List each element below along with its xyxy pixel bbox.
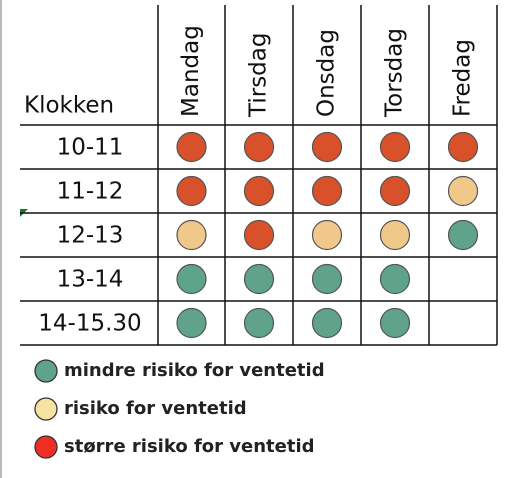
status-dot bbox=[447, 175, 479, 207]
status-dot bbox=[447, 131, 479, 163]
status-dot bbox=[243, 175, 275, 207]
legend-label: større risiko for ventetid bbox=[64, 436, 315, 457]
legend-swatch bbox=[34, 397, 58, 421]
status-dot bbox=[447, 219, 479, 251]
status-dot bbox=[176, 219, 207, 251]
status-dot bbox=[243, 263, 275, 295]
day-header: Tirsdag bbox=[246, 33, 272, 118]
status-dot bbox=[243, 307, 275, 339]
status-dot bbox=[379, 131, 411, 163]
day-header: Onsdag bbox=[314, 29, 340, 117]
time-label: 10-11 bbox=[57, 135, 124, 161]
status-dot bbox=[379, 219, 411, 251]
legend-swatch bbox=[34, 435, 58, 459]
day-header: Torsdag bbox=[382, 28, 408, 118]
status-dot bbox=[379, 175, 411, 207]
legend-swatch bbox=[34, 359, 58, 383]
day-header: Mandag bbox=[178, 25, 204, 117]
status-dot bbox=[243, 131, 275, 163]
time-label: 14-15.30 bbox=[38, 311, 141, 337]
corner-label: Klokken bbox=[24, 93, 114, 119]
day-header: Fredag bbox=[450, 39, 476, 117]
legend-label: risiko for ventetid bbox=[64, 398, 247, 419]
status-dot bbox=[311, 175, 343, 207]
status-dot bbox=[176, 175, 207, 207]
status-dot bbox=[176, 307, 207, 339]
time-label: 13-14 bbox=[57, 267, 124, 293]
legend-label: mindre risiko for ventetid bbox=[64, 360, 325, 381]
status-dot bbox=[311, 131, 343, 163]
status-dot bbox=[379, 263, 411, 295]
status-dot bbox=[176, 131, 207, 163]
status-dot bbox=[311, 263, 343, 295]
status-dot bbox=[311, 307, 343, 339]
time-label: 11-12 bbox=[57, 179, 124, 205]
status-dot bbox=[311, 219, 343, 251]
time-label: 12-13 bbox=[57, 223, 124, 249]
status-dot bbox=[176, 263, 207, 295]
status-dot bbox=[243, 219, 275, 251]
status-dot bbox=[379, 307, 411, 339]
